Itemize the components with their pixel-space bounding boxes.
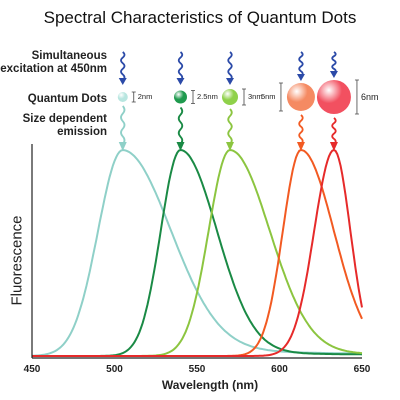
curve-2_5nm xyxy=(32,148,363,357)
size-bracket-2 xyxy=(242,88,246,106)
excitation-label: Simultaneous excitation at 450nm xyxy=(0,50,107,76)
y-axis-label: Fluorescence xyxy=(8,215,26,306)
excitation-arrow-0 xyxy=(120,51,126,81)
excitation-arrowhead-3 xyxy=(296,74,305,81)
emission-arrows xyxy=(118,105,338,151)
x-tick-550: 550 xyxy=(188,364,206,375)
emission-arrow-2 xyxy=(227,108,233,145)
x-tick-600: 600 xyxy=(271,364,288,375)
emission-arrow-3 xyxy=(298,114,304,145)
x-tick-650: 650 xyxy=(353,364,371,375)
curve-3nm xyxy=(32,148,363,357)
x-axis-label: Wavelength (nm) xyxy=(161,378,259,392)
emission-arrow-4 xyxy=(331,117,337,145)
quantum-dot-5nm xyxy=(286,83,315,111)
axes xyxy=(31,144,362,359)
excitation-arrow-2 xyxy=(227,51,233,81)
size-bracket-3 xyxy=(278,82,283,112)
emission-arrowhead-1 xyxy=(176,142,185,151)
emission-arrowhead-2 xyxy=(226,142,234,151)
size-label-2nm: 2nm xyxy=(137,92,153,101)
size-label-6nm: 6nm xyxy=(360,92,379,102)
excitation-arrowhead-1 xyxy=(176,78,185,85)
excitation-arrow-3 xyxy=(298,51,304,77)
curve-6nm xyxy=(32,148,363,357)
size-label-3nm: 3nm xyxy=(248,92,263,101)
quantum-dot-3nm xyxy=(222,89,238,105)
excitation-arrowhead-0 xyxy=(118,78,127,85)
size-label-5nm: 5nm xyxy=(260,92,276,101)
emission-arrowhead-4 xyxy=(329,142,338,151)
emission-arrowhead-0 xyxy=(118,142,127,151)
excitation-arrowhead-2 xyxy=(226,78,234,85)
emission-curves xyxy=(31,148,363,357)
emission-arrow-0 xyxy=(120,105,126,145)
size-bracket-4 xyxy=(354,79,359,115)
excitation-label-line2: excitation at 450nm xyxy=(0,63,107,75)
size-label-2_5nm: 2.5nm xyxy=(197,92,218,101)
quantum-dots xyxy=(117,79,359,115)
size-bracket-1 xyxy=(191,90,195,104)
x-tick-500: 500 xyxy=(106,364,123,375)
curve-5nm xyxy=(32,148,363,357)
diagram-title: Spectral Characteristics of Quantum Dots xyxy=(43,8,357,27)
emission-label: Size dependent emission xyxy=(23,113,107,139)
excitation-label-line1: Simultaneous xyxy=(31,50,107,62)
emission-arrow-1 xyxy=(177,106,184,145)
x-tick-450: 450 xyxy=(23,364,41,375)
quantum-dot-6nm xyxy=(316,80,351,114)
emission-label-line2: emission xyxy=(57,126,107,138)
excitation-arrowhead-4 xyxy=(329,71,338,78)
emission-arrowhead-3 xyxy=(296,142,305,151)
size-bracket-0 xyxy=(131,91,136,103)
curve-2nm xyxy=(31,148,362,357)
quantum-dot-2nm xyxy=(117,92,128,102)
excitation-arrow-4 xyxy=(331,51,337,74)
emission-label-line1: Size dependent xyxy=(22,113,107,125)
quantum-dots-label: Quantum Dots xyxy=(27,93,107,105)
quantum-dot-2_5nm xyxy=(174,90,187,104)
excitation-arrow-1 xyxy=(177,51,184,81)
excitation-arrows xyxy=(118,51,338,85)
